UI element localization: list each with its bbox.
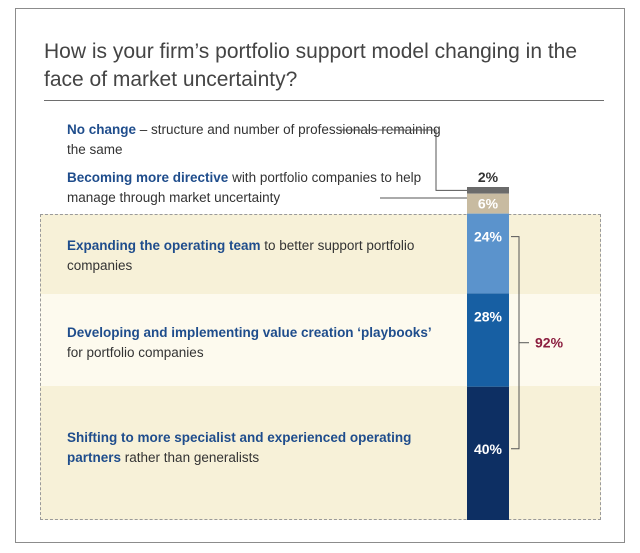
grouped-categories-box — [40, 214, 601, 520]
chart-title: How is your firm’s portfolio support mod… — [44, 40, 578, 91]
bar-value-label-playbooks: 28% — [474, 309, 503, 325]
bar-value-label-no-change: 2% — [478, 169, 499, 185]
category-label-rest: to better support portfolio companies — [67, 238, 415, 273]
category-label-strong: No change — [67, 122, 137, 137]
group-total-label: 92% — [535, 335, 564, 351]
category-label-specialists: Shifting to more specialist and experien… — [67, 428, 447, 468]
bar-value-label-expanding-team: 24% — [474, 229, 503, 245]
bar-value-label-specialists: 40% — [474, 441, 503, 457]
bar-segment-no-change — [467, 187, 509, 194]
bar-segment-expanding-team — [467, 213, 509, 294]
category-label-more-directive: Becoming more directive with portfolio c… — [67, 168, 447, 208]
leader-line-no-change — [338, 129, 467, 191]
category-label-expanding-team: Expanding the operating team to better s… — [67, 236, 447, 276]
category-label-strong: Becoming more directive — [67, 170, 229, 185]
category-label-rest: rather than generalists — [121, 450, 260, 465]
category-label-strong: Shifting to more specialist and experien… — [67, 430, 412, 465]
title-divider — [44, 100, 604, 101]
category-label-strong: Expanding the operating team — [67, 238, 261, 253]
category-label-rest: – structure and number of professionals … — [67, 122, 441, 157]
group-bracket — [511, 236, 520, 450]
bar-segment-playbooks — [467, 293, 509, 387]
category-label-rest: with portfolio companies to help manage … — [67, 170, 422, 205]
category-label-rest: for portfolio companies — [67, 345, 204, 360]
category-label-no-change: No change – structure and number of prof… — [67, 120, 447, 160]
bar-segment-more-directive — [467, 193, 509, 214]
bar-value-label-more-directive: 6% — [478, 196, 499, 212]
bar-segment-specialists — [467, 386, 509, 520]
category-label-playbooks: Developing and implementing value creati… — [67, 323, 447, 363]
category-label-strong: Developing and implementing value creati… — [67, 325, 432, 340]
